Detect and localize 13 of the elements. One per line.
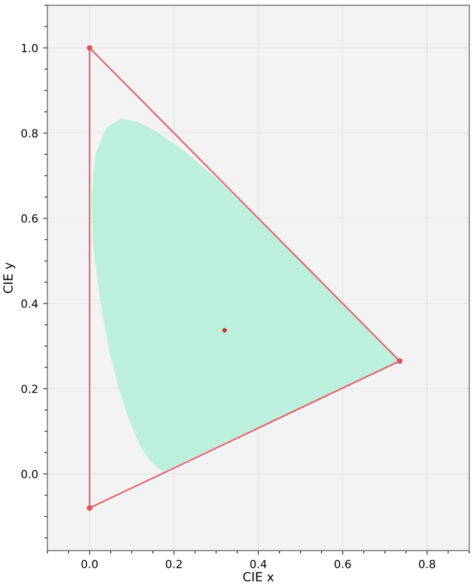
y-tick-label: 0.8	[21, 129, 38, 138]
y-tick-label: 0.6	[21, 214, 38, 223]
y-tick-label: 0.2	[21, 384, 38, 394]
y-tick-label: 1.0	[22, 44, 38, 52]
y-axis-title: CIE y	[3, 262, 16, 294]
x-axis-title: CIE x	[243, 572, 274, 582]
y-tick-label: 0.0	[21, 470, 38, 478]
y-tick-label: 0.4	[21, 299, 38, 308]
x-tick-label: 0.0	[81, 560, 98, 568]
x-tick-label: 0.6	[334, 560, 351, 568]
x-tick-label: 0.8	[418, 560, 436, 568]
x-tick-label: 0.2	[166, 560, 182, 568]
x-tick-label: 0.4	[250, 560, 267, 568]
